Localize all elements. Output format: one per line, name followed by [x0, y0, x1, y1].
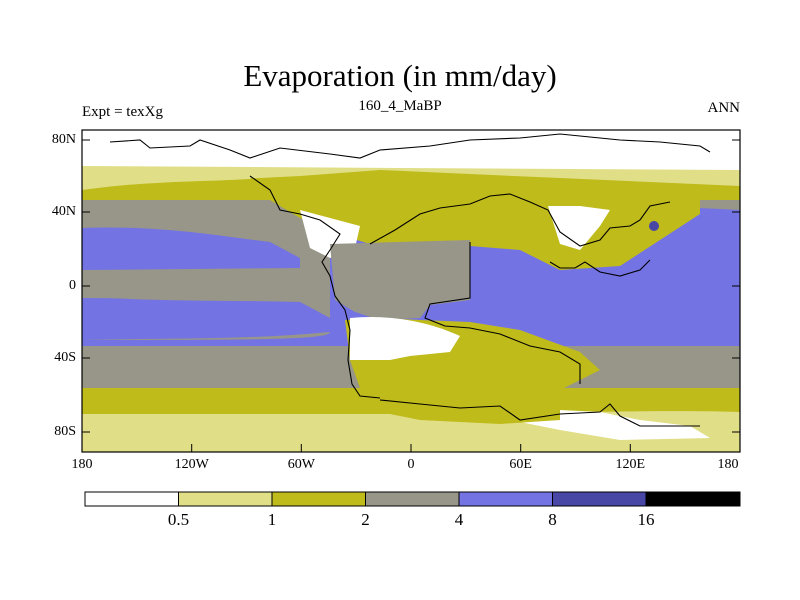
colorbar-label-4: 8: [548, 510, 557, 529]
colorbar-label-1: 1: [267, 510, 277, 529]
map-title: Evaporation (in mm/day): [243, 58, 557, 93]
colorbar-segment-2: [271, 491, 366, 507]
colorbar-segment-0: [84, 491, 179, 507]
colorbar-segment-4: [458, 491, 553, 507]
lat-tick-80s: 80S: [54, 424, 76, 439]
colorbar-segment-1: [178, 491, 273, 507]
arctic-coastline: [109, 133, 711, 159]
lon-tick-180e: 180: [717, 457, 739, 472]
northern-continent: [250, 178, 700, 270]
colorbar-label-2: 2: [361, 510, 370, 529]
antarctic-coastline: [379, 399, 700, 427]
map-field: [82, 130, 740, 452]
north-coastline: [369, 193, 671, 247]
west-coastline: [249, 175, 381, 399]
colorbar-segment-6: [645, 491, 741, 507]
colorbar-label-3: 4: [454, 510, 464, 529]
lat-tick-80n: 80N: [51, 132, 76, 147]
colorbar: [84, 491, 741, 507]
hotspot-dark: [649, 221, 659, 231]
lon-tick-120w: 120W: [174, 457, 209, 472]
lon-tick-180w: 180: [71, 457, 93, 472]
lon-tick-60e: 60E: [509, 457, 532, 472]
tropical-land: [330, 240, 470, 320]
island-chain: [549, 259, 651, 277]
lon-tick-120e: 120E: [615, 457, 646, 472]
lat-tick-0: 0: [69, 278, 76, 293]
period-label: 160_4_MaBP: [358, 98, 442, 114]
equator-band: [82, 268, 310, 300]
colorbar-segment-5: [552, 491, 647, 507]
lon-tick-60w: 60W: [287, 457, 315, 472]
axis-ticks: [82, 139, 740, 452]
lat-tick-40s: 40S: [54, 350, 76, 365]
desert-south: [350, 316, 460, 360]
colorbar-label-0: 0.5: [167, 510, 190, 529]
colorbar-label-5: 16: [637, 510, 655, 529]
desert-east: [548, 206, 610, 250]
experiment-label: Expt = texXg: [82, 104, 163, 120]
tropics-south-west: [82, 296, 330, 340]
lat-tick-40n: 40N: [51, 204, 76, 219]
season-label: ANN: [707, 100, 741, 116]
tropics-west: [82, 227, 300, 272]
south-coastline: [424, 242, 581, 384]
lon-tick-0: 0: [407, 457, 415, 472]
coastlines: [109, 133, 711, 427]
colorbar-segment-3: [365, 491, 460, 507]
band-arctic-edge: [82, 152, 740, 170]
